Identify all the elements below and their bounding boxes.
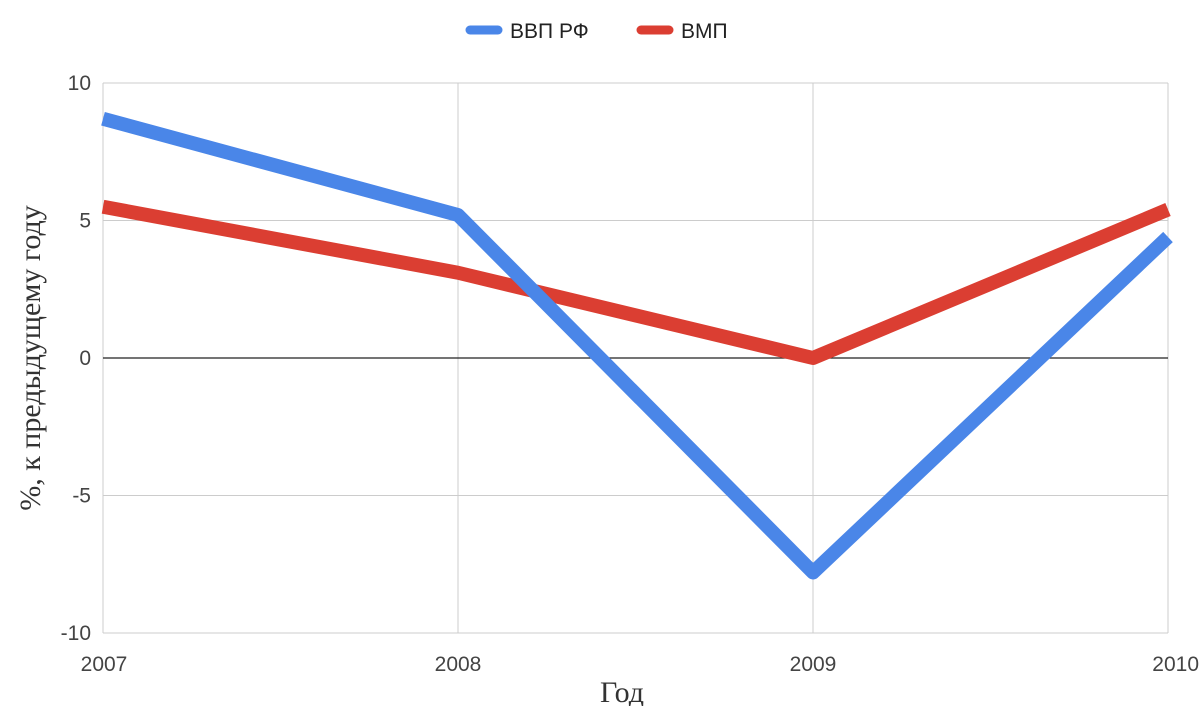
legend-label: ВМП [681,20,728,43]
x-axis-title: Год [600,676,644,706]
y-tick-label: 0 [79,347,91,370]
y-tick-label: -10 [61,622,91,645]
y-axis-title: %, к предыдущему году [14,205,47,511]
y-tick-labels: 10 5 0 -5 -10 [61,72,91,645]
series-line [101,199,1171,365]
x-tick-label: 2009 [790,653,837,676]
y-tick-label: -5 [72,485,91,508]
legend-label: ВВП РФ [510,20,589,43]
series-lines [101,111,1173,580]
x-tick-label: 2010 [1152,653,1199,676]
y-tick-label: 10 [68,72,91,95]
x-tick-label: 2007 [81,653,128,676]
series-line [101,111,1173,580]
x-tick-label: 2008 [435,653,482,676]
legend: ВВП РФ ВМП [465,20,728,43]
x-tick-labels: 2007 2008 2009 2010 [81,653,1199,676]
y-tick-label: 5 [79,210,91,233]
